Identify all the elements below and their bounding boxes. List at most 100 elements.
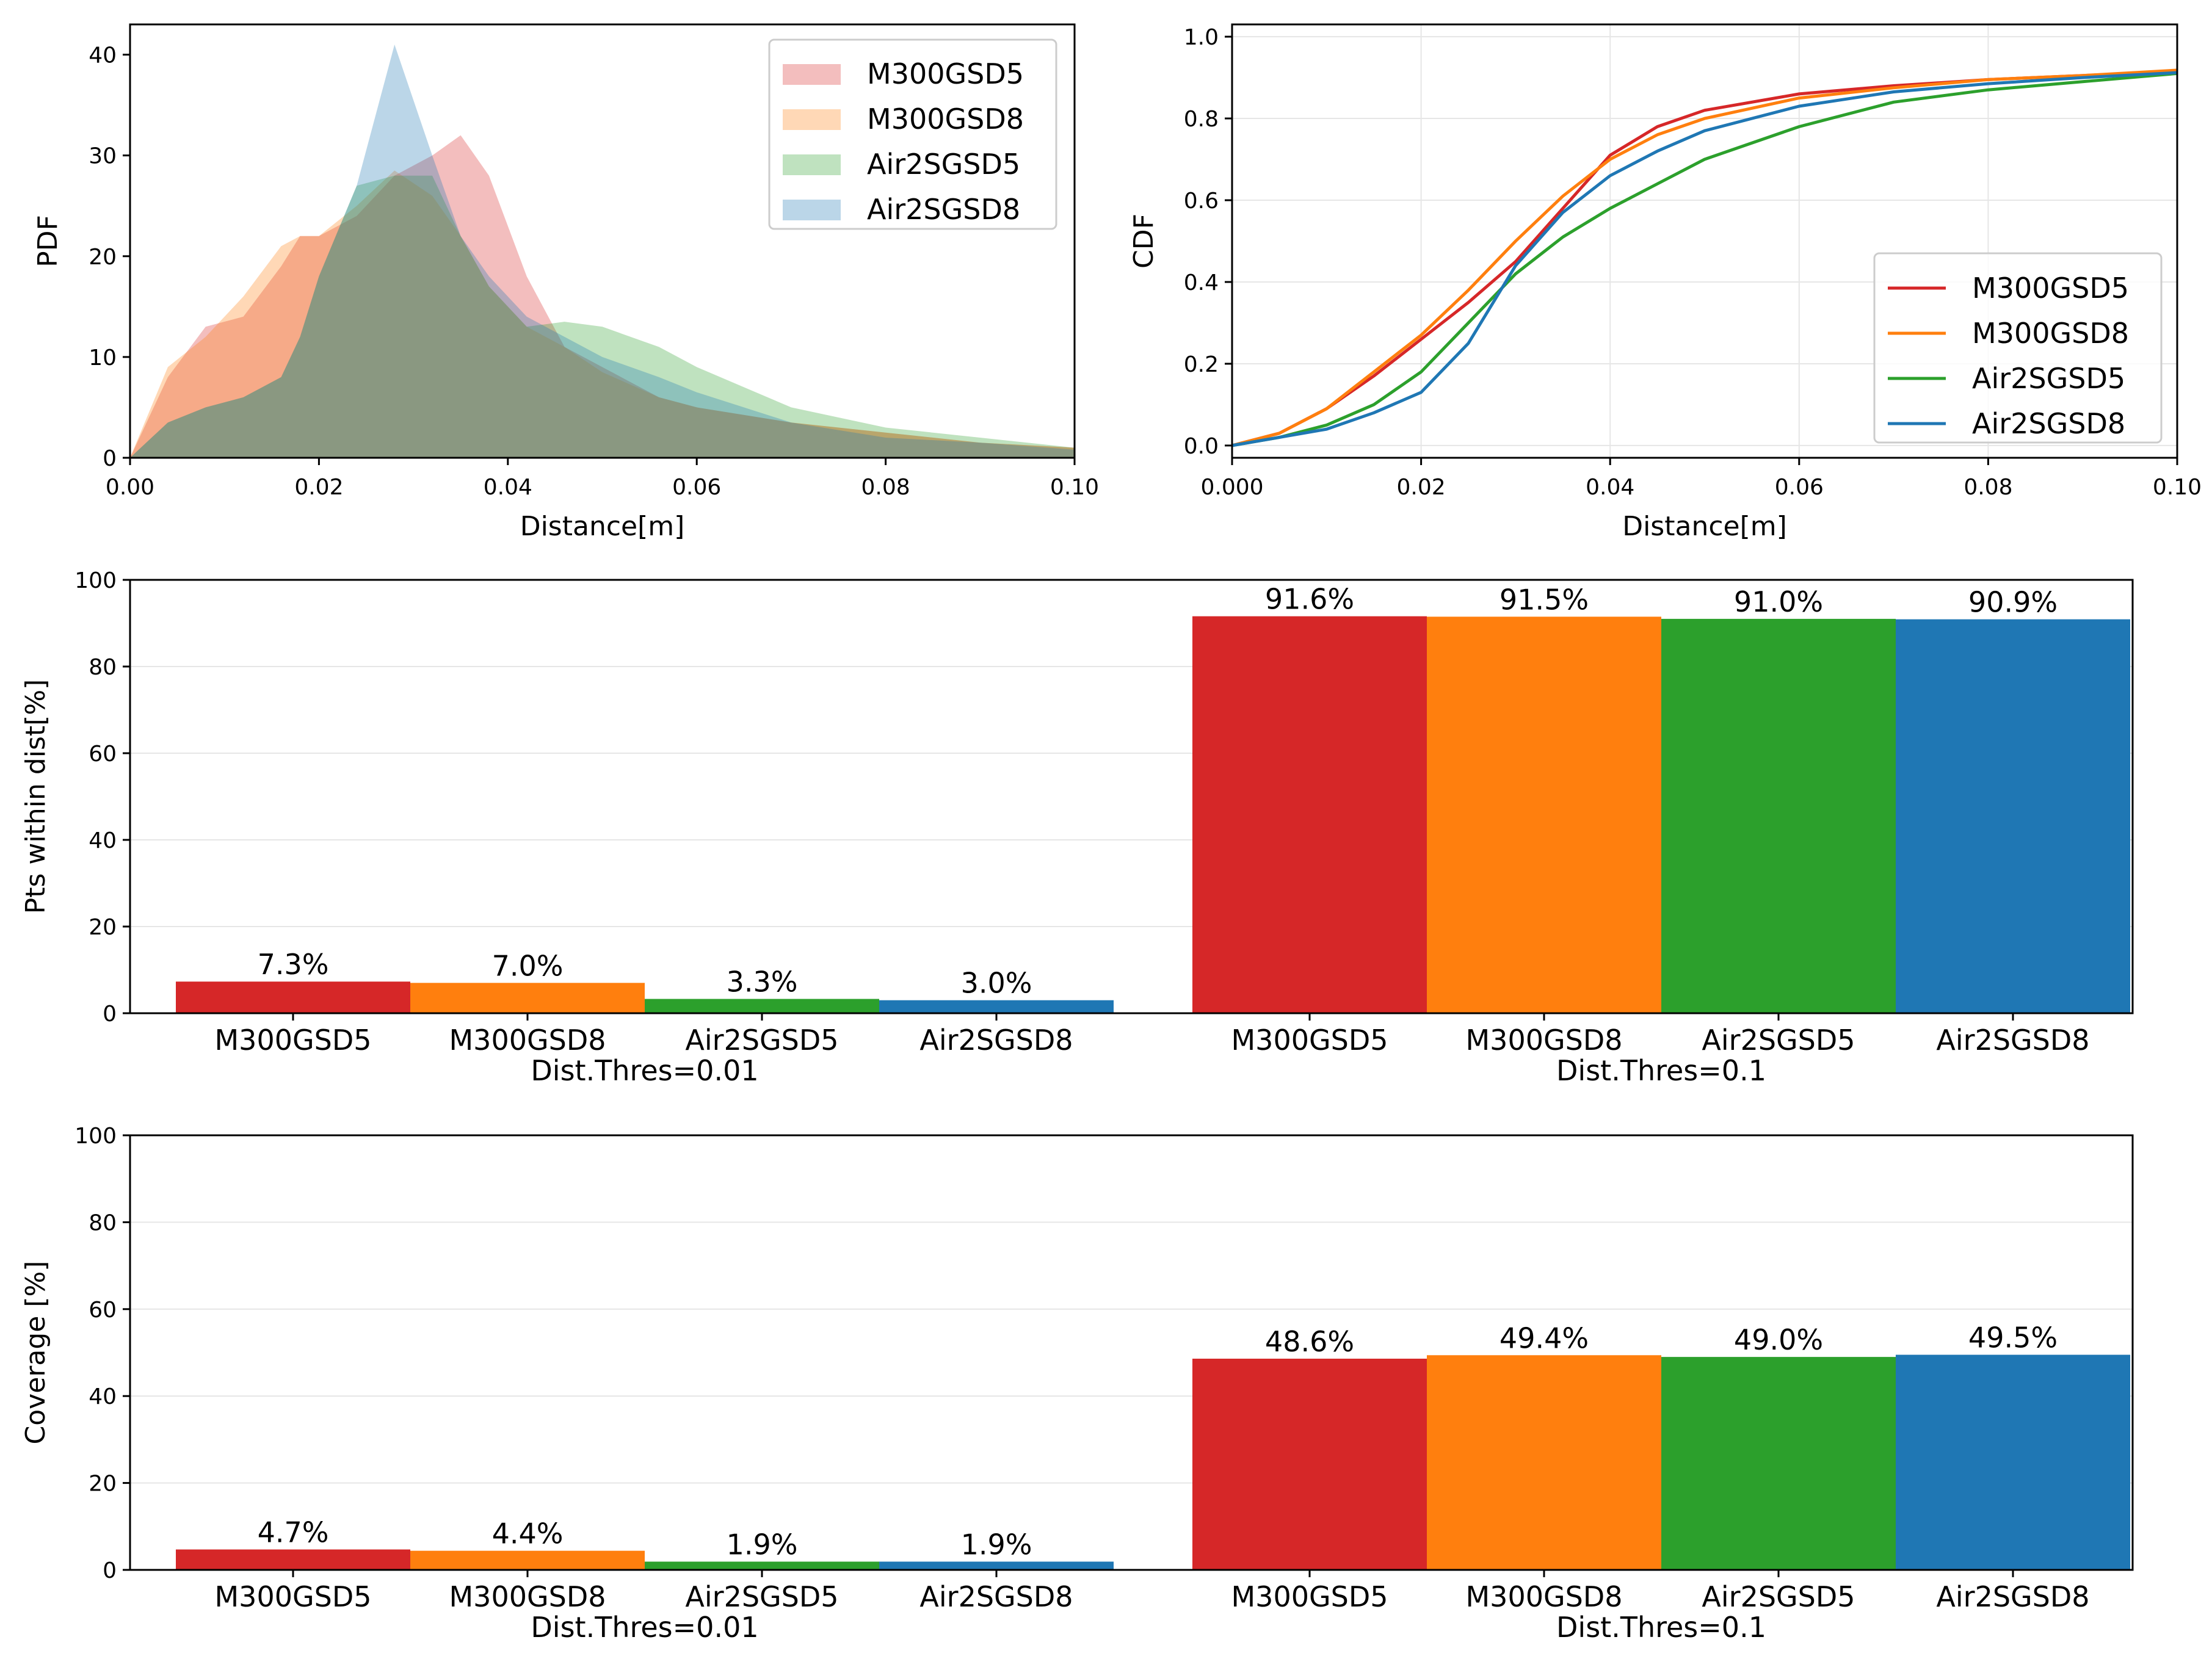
pts-group-label: Dist.Thres=0.01 <box>531 1054 758 1087</box>
pdf-legend-label: Air2SGSD5 <box>867 148 1020 181</box>
cov-category-label: Air2SGSD5 <box>685 1580 838 1613</box>
cov-bar-label: 1.9% <box>727 1528 798 1561</box>
cov-category-label: M300GSD5 <box>214 1580 371 1613</box>
cov-category-label: M300GSD8 <box>1465 1580 1622 1613</box>
pdf-ytick-label: 0 <box>103 446 117 471</box>
pdf-legend-swatch <box>783 200 841 220</box>
cdf-xtick-label: 0.02 <box>1397 475 1446 500</box>
pts-category-label: M300GSD5 <box>214 1024 371 1057</box>
pts-bar-label: 91.5% <box>1499 583 1589 616</box>
pdf-ytick-label: 20 <box>89 245 117 270</box>
cdf-ytick-label: 1.0 <box>1184 25 1219 50</box>
pts-category-label: Air2SGSD5 <box>1702 1024 1855 1057</box>
cov-ytick-label: 100 <box>74 1124 117 1149</box>
pts-group-label: Dist.Thres=0.1 <box>1556 1054 1766 1087</box>
pts-category-label: Air2SGSD5 <box>685 1024 838 1057</box>
cov-ytick-label: 0 <box>103 1558 117 1583</box>
cov-ytick-label: 60 <box>89 1298 117 1323</box>
pts-bar-Air2SGSD8 <box>879 1000 1114 1013</box>
pts-category-label: M300GSD8 <box>1465 1024 1622 1057</box>
pts-ytick-label: 60 <box>89 742 117 767</box>
cdf-ytick-label: 0.0 <box>1184 434 1219 459</box>
cdf-line-Air2SGSD8 <box>1231 71 2178 447</box>
pdf-legend-swatch <box>783 64 841 85</box>
pts-bar-label: 91.0% <box>1734 585 1823 618</box>
pts-category-label: M300GSD8 <box>449 1024 606 1057</box>
pdf-area-Air2SGSD5 <box>130 175 1075 458</box>
pts-ytick-label: 80 <box>89 655 117 680</box>
cov-bar-label: 4.4% <box>492 1517 564 1550</box>
cdf-xtick-label: 0.10 <box>2153 475 2202 500</box>
cov-group-label: Dist.Thres=0.1 <box>1556 1611 1766 1644</box>
cdf-ytick-label: 0.2 <box>1184 352 1219 377</box>
pts-bar-M300GSD5 <box>176 981 410 1013</box>
cdf-ytick-label: 0.8 <box>1184 107 1219 132</box>
pts-bar-label: 90.9% <box>1968 586 2058 619</box>
pts-frame <box>129 579 2134 1014</box>
pdf-area-Air2SGSD8 <box>130 45 1075 458</box>
pdf-xtick-label: 0.02 <box>294 475 343 500</box>
cdf-frame <box>1231 23 2178 459</box>
pts-bar-M300GSD5 <box>1192 616 1427 1013</box>
cov-bar-label: 49.0% <box>1734 1323 1823 1356</box>
cov-frame <box>129 1134 2134 1571</box>
cov-bar-M300GSD8 <box>1427 1355 1661 1570</box>
cdf-line-Air2SGSD5 <box>1231 71 2178 447</box>
cov-category-label: Air2SGSD5 <box>1702 1580 1855 1613</box>
pdf-ytick-label: 10 <box>89 345 117 370</box>
pts-bar-Air2SGSD5 <box>645 999 879 1013</box>
cov-category-label: Air2SGSD8 <box>1936 1580 2089 1613</box>
cdf-legend-label: Air2SGSD8 <box>1972 407 2125 440</box>
cov-category-label: M300GSD8 <box>449 1580 606 1613</box>
cdf-line-M300GSD8 <box>1231 68 2178 447</box>
pdf-legend-label: Air2SGSD8 <box>867 193 1020 226</box>
cov-bar-Air2SGSD8 <box>879 1561 1114 1570</box>
pts-bar-M300GSD8 <box>410 983 645 1013</box>
pts-bar-label: 7.0% <box>492 949 564 982</box>
cov-bar-Air2SGSD5 <box>645 1561 879 1570</box>
cdf-legend <box>1873 252 2163 444</box>
pdf-xtick-label: 0.00 <box>106 475 154 500</box>
pdf-xtick-label: 0.08 <box>861 475 910 500</box>
cov-bar-label: 1.9% <box>961 1528 1032 1561</box>
cov-bar-label: 49.4% <box>1499 1321 1589 1354</box>
cov-category-label: M300GSD5 <box>1231 1580 1388 1613</box>
cdf-ytick-label: 0.4 <box>1184 270 1219 295</box>
cdf-xtick-label: 0.08 <box>1964 475 2012 500</box>
cdf-xtick-label: 0.000 <box>1200 475 1263 500</box>
pts-bar-label: 3.3% <box>727 966 798 999</box>
pdf-ytick-label: 30 <box>89 144 117 169</box>
pts-ytick-label: 40 <box>89 828 117 853</box>
pdf-area-M300GSD8 <box>130 170 1075 458</box>
pts-category-label: Air2SGSD8 <box>1936 1024 2089 1057</box>
cdf-legend-label: Air2SGSD5 <box>1972 362 2125 395</box>
pdf-xtick-label: 0.04 <box>484 475 532 500</box>
pdf-area-M300GSD5 <box>130 135 1075 458</box>
pts-category-label: Air2SGSD8 <box>919 1024 1073 1057</box>
pts-bar-label: 3.0% <box>961 967 1032 1000</box>
cdf-xtick-label: 0.06 <box>1775 475 1824 500</box>
pts-ytick-label: 20 <box>89 915 117 940</box>
cov-ytick-label: 20 <box>89 1472 117 1497</box>
cdf-xtick-label: 0.04 <box>1586 475 1634 500</box>
pdf-xtick-label: 0.10 <box>1050 475 1099 500</box>
pts-ytick-label: 0 <box>103 1002 117 1027</box>
cov-bar-label: 48.6% <box>1265 1325 1354 1358</box>
pdf-legend-label: M300GSD8 <box>867 103 1024 136</box>
cov-bar-M300GSD8 <box>410 1550 645 1570</box>
cdf-legend-label: M300GSD5 <box>1972 272 2129 305</box>
cdf-ylabel: CDF <box>1128 214 1159 269</box>
cov-bar-label: 49.5% <box>1968 1321 2058 1354</box>
pdf-xlabel: Distance[m] <box>520 511 685 542</box>
pdf-ylabel: PDF <box>32 215 63 267</box>
pts-bar-Air2SGSD5 <box>1661 618 1896 1013</box>
pts-bar-Air2SGSD8 <box>1896 619 2130 1013</box>
cov-bar-label: 4.7% <box>258 1516 329 1549</box>
pdf-legend-swatch <box>783 154 841 175</box>
pdf-frame <box>129 23 1076 459</box>
pts-bar-label: 91.6% <box>1265 583 1354 616</box>
cov-bar-M300GSD5 <box>1192 1358 1427 1570</box>
pdf-ytick-label: 40 <box>89 43 117 68</box>
cdf-xlabel: Distance[m] <box>1622 511 1787 542</box>
